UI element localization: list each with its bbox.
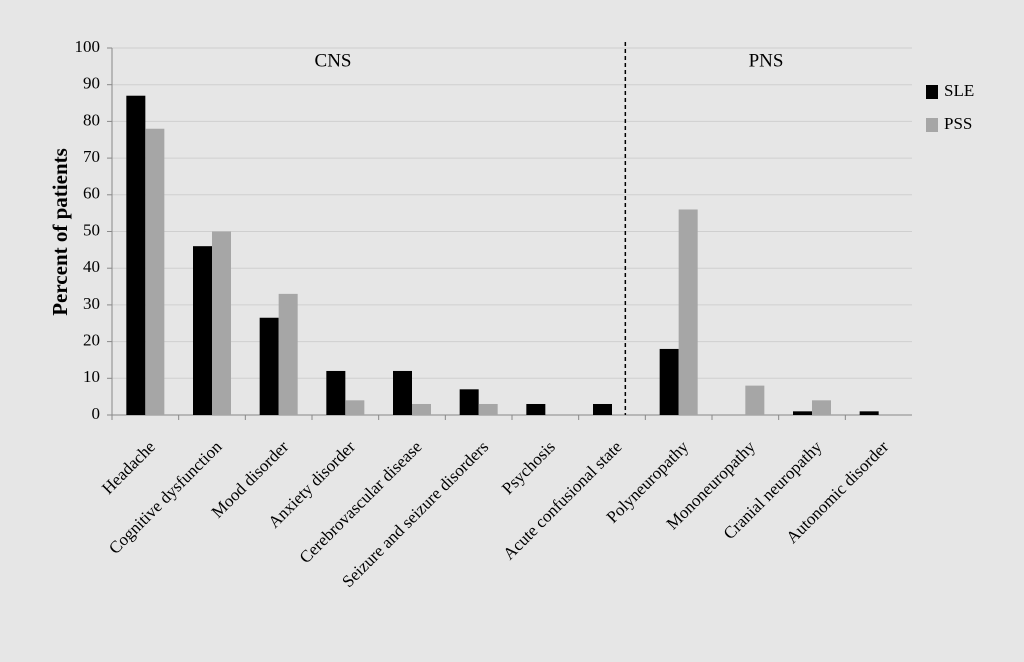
y-tick-label: 80	[83, 110, 100, 129]
y-tick-label: 60	[83, 184, 100, 203]
y-tick-label: 20	[83, 331, 100, 350]
legend-label: SLE	[944, 81, 974, 100]
bar	[145, 128, 165, 416]
bar	[593, 403, 612, 415]
bar	[412, 403, 431, 415]
bar	[278, 293, 298, 415]
y-tick-label: 100	[75, 37, 101, 56]
y-tick-label: 10	[83, 367, 100, 386]
bar	[126, 95, 146, 416]
bar	[812, 400, 831, 415]
y-tick-label: 30	[83, 294, 100, 313]
y-tick-label: 50	[83, 220, 100, 239]
bar	[478, 403, 498, 415]
legend-swatch	[926, 118, 938, 132]
bar	[212, 231, 231, 415]
bar	[459, 389, 479, 415]
bar	[745, 385, 765, 415]
bar	[259, 317, 279, 415]
bar	[793, 411, 812, 415]
annotation: CNS	[315, 50, 352, 71]
bar	[659, 348, 679, 415]
bar	[326, 370, 346, 415]
bar	[859, 411, 879, 415]
bar	[526, 403, 546, 415]
y-axis-title: Percent of patients	[48, 148, 72, 316]
y-tick-label: 90	[83, 74, 100, 93]
annotation: PNS	[749, 50, 784, 71]
y-tick-label: 0	[92, 404, 101, 423]
y-tick-label: 70	[83, 147, 100, 166]
legend-swatch	[926, 85, 938, 99]
y-tick-label: 40	[83, 257, 100, 276]
bar	[393, 370, 412, 415]
bar	[678, 209, 698, 415]
bar	[345, 400, 365, 415]
bar	[193, 246, 212, 415]
legend-label: PSS	[944, 114, 972, 133]
